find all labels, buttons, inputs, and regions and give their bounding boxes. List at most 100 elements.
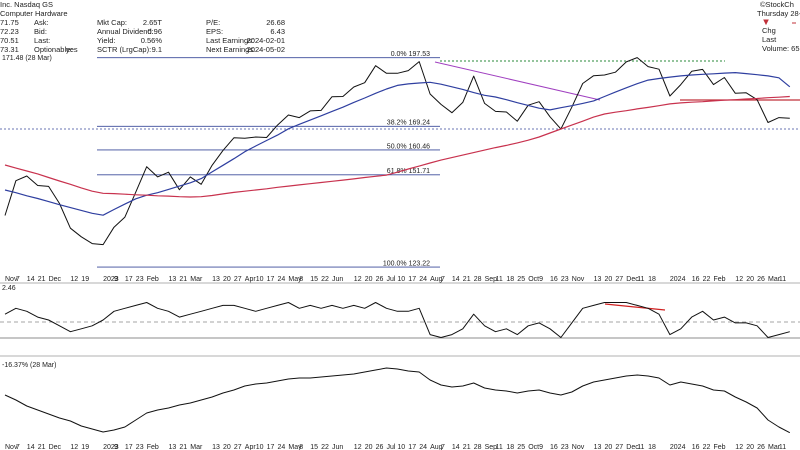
x-tick-label: 17 [267, 444, 275, 450]
fund-label: Next Earnings: [206, 45, 255, 54]
series-line [4, 367, 791, 434]
x-tick-label: Dec [49, 444, 62, 450]
fund-label: Annual Dividend: [97, 27, 154, 36]
series-line [4, 57, 790, 246]
fib-label: 0.0% 197.53 [391, 51, 430, 58]
x-tick-label: 17 [408, 276, 416, 283]
x-tick-label: 9 [114, 276, 118, 283]
x-tick-label: 10 [397, 276, 405, 283]
x-tick-label: 13 [594, 276, 602, 283]
x-tick-label: 12 [70, 444, 78, 450]
x-tick-label: 13 [169, 276, 177, 283]
series-line [4, 95, 790, 198]
quote-label: Ask: [34, 18, 49, 27]
x-tick-label: 16 [550, 276, 558, 283]
x-tick-label: 21 [463, 444, 471, 450]
x-tick-label: 13 [212, 276, 220, 283]
x-tick-label: 16 [550, 444, 558, 450]
series-line [4, 302, 790, 338]
x-tick-label: 19 [81, 444, 89, 450]
x-tick-label: 20 [746, 276, 754, 283]
x-tick-label: 21 [38, 276, 46, 283]
fib-label: 38.2% 169.24 [387, 120, 430, 127]
x-tick-label: 23 [561, 276, 569, 283]
x-tick-label: 19 [81, 276, 89, 283]
price-label: 171.48 (28 Mar) [2, 55, 52, 62]
x-tick-label: 17 [267, 276, 275, 283]
x-tick-label: 21 [38, 444, 46, 450]
chg-label: Chg [762, 26, 776, 35]
x-tick-label: 27 [234, 276, 242, 283]
x-tick-label: 11 [496, 276, 503, 283]
x-tick-label: Jul [387, 444, 396, 450]
series-line [4, 72, 791, 216]
x-tick-label: 12 [735, 444, 743, 450]
x-tick-label: 20 [746, 444, 754, 450]
x-tick-label: Feb [147, 444, 159, 450]
x-tick-label: Nov [5, 444, 18, 450]
fund-value: 2024-05-02 [247, 45, 285, 54]
x-tick-label: Feb [714, 444, 726, 450]
x-tick-label: 20 [605, 444, 613, 450]
x-tick-label: Apr [245, 276, 257, 283]
x-tick-label: 17 [125, 276, 133, 283]
x-tick-label: 16 [692, 276, 700, 283]
x-tick-label: 11 [496, 444, 503, 450]
x-tick-label: 7 [441, 444, 445, 450]
x-tick-label: 11 [779, 444, 786, 450]
quote-label: Last: [34, 36, 50, 45]
x-tick-label: 14 [27, 444, 35, 450]
change-arrow [763, 19, 796, 26]
x-tick-label: 23 [136, 444, 144, 450]
x-tick-label: 2024 [670, 276, 686, 283]
x-tick-label: 18 [506, 276, 514, 283]
x-tick-label: 22 [703, 276, 711, 283]
x-tick-label: Oct [528, 276, 539, 283]
fund-value: 2.65T [143, 18, 163, 27]
x-tick-label: 26 [757, 276, 765, 283]
x-tick-label: 10 [256, 276, 264, 283]
x-tick-label: Nov [572, 444, 585, 450]
x-tick-label: Jul [387, 276, 396, 283]
x-tick-label: 18 [648, 276, 656, 283]
divergence-line [604, 303, 666, 311]
x-tick-label: 20 [365, 444, 373, 450]
x-tick-label: 14 [452, 276, 460, 283]
x-tick-label: 27 [615, 276, 623, 283]
x-tick-label: 20 [223, 444, 231, 450]
x-tick-label: 11 [637, 444, 644, 450]
x-tick-label: 9 [539, 276, 543, 283]
x-tick-label: 14 [27, 276, 35, 283]
x-tick-label: Oct [528, 444, 539, 450]
x-tick-label: Aug [430, 276, 443, 283]
x-tick-label: 12 [354, 276, 362, 283]
x-tick-label: Jun [332, 444, 343, 450]
volume: Volume: 65,6 [762, 44, 800, 53]
x-tick-label: 12 [735, 276, 743, 283]
fund-value: 2024-02-01 [247, 36, 285, 45]
last-label: Last [762, 35, 777, 44]
x-tick-label: 20 [223, 276, 231, 283]
x-tick-label: 26 [376, 444, 384, 450]
fund-label: P/E: [206, 18, 220, 27]
x-tick-label: 7 [441, 276, 445, 283]
x-tick-label: 20 [365, 276, 373, 283]
x-tick-label: 27 [234, 444, 242, 450]
x-tick-label: 13 [169, 444, 177, 450]
x-tick-label: 15 [310, 444, 318, 450]
x-tick-label: 2024 [670, 444, 686, 450]
x-tick-label: Dec [626, 276, 639, 283]
quote-value: 72.23 [0, 27, 19, 36]
x-tick-label: Mar [190, 444, 203, 450]
x-tick-label: 26 [376, 276, 384, 283]
x-tick-label: Nov [5, 276, 18, 283]
x-tick-label: 24 [419, 444, 427, 450]
x-tick-label: 11 [637, 276, 644, 283]
quote-value: 73.31 [0, 45, 19, 54]
x-tick-label: 28 [474, 444, 482, 450]
x-tick-label: 21 [179, 276, 187, 283]
company: Inc. Nasdaq GS [0, 0, 53, 9]
x-tick-label: May [288, 276, 302, 283]
x-tick-label: 13 [212, 444, 220, 450]
